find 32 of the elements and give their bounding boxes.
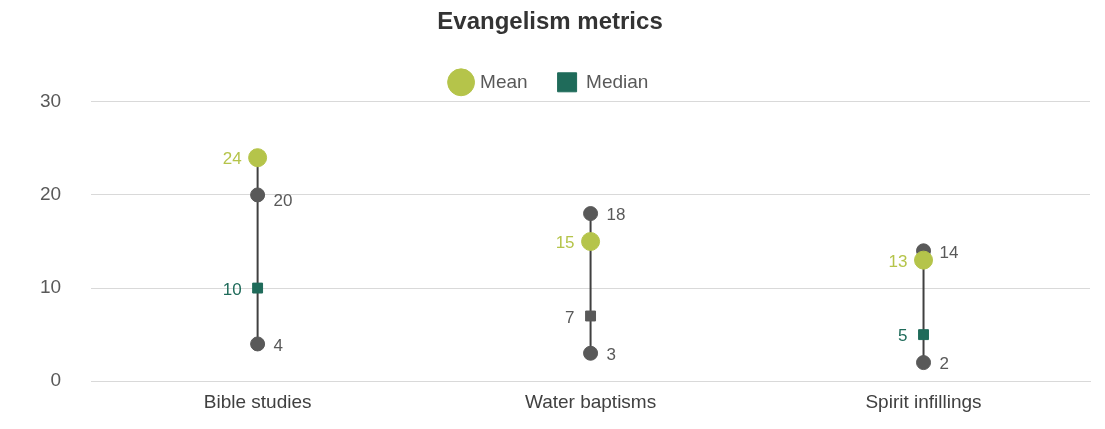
data-label: 15: [555, 233, 575, 253]
y-tick-label: 10: [39, 276, 62, 298]
data-label: 13: [888, 251, 908, 271]
y-tick-label: 0: [50, 369, 62, 391]
chart-title: Evangelism metrics: [437, 7, 663, 35]
point: [583, 345, 599, 361]
point: [252, 282, 264, 294]
point: [581, 232, 601, 251]
data-label: 3: [606, 344, 617, 364]
x-tick-label: Spirit infillings: [865, 390, 982, 412]
point: [583, 206, 599, 222]
x-tick-label: Water baptisms: [524, 390, 657, 412]
y-tick-label: 20: [39, 183, 62, 205]
data-label: 5: [898, 326, 908, 346]
point: [916, 355, 932, 371]
data-label: 24: [222, 149, 242, 169]
point: [914, 250, 934, 270]
y-tick-label: 30: [39, 90, 62, 112]
point: [250, 336, 266, 352]
legend-label: Mean: [480, 70, 528, 92]
point: [250, 187, 266, 203]
x-tick-label: Bible studies: [203, 390, 312, 412]
data-label: 20: [273, 190, 293, 210]
legend-label: Median: [586, 70, 649, 92]
data-label: 7: [565, 307, 575, 327]
data-label: 10: [222, 279, 242, 299]
data-label: 18: [606, 205, 626, 225]
point: [248, 148, 268, 168]
data-label: 2: [939, 354, 949, 374]
data-label: 14: [939, 242, 959, 262]
data-label: 4: [273, 335, 284, 355]
point: [918, 329, 929, 341]
